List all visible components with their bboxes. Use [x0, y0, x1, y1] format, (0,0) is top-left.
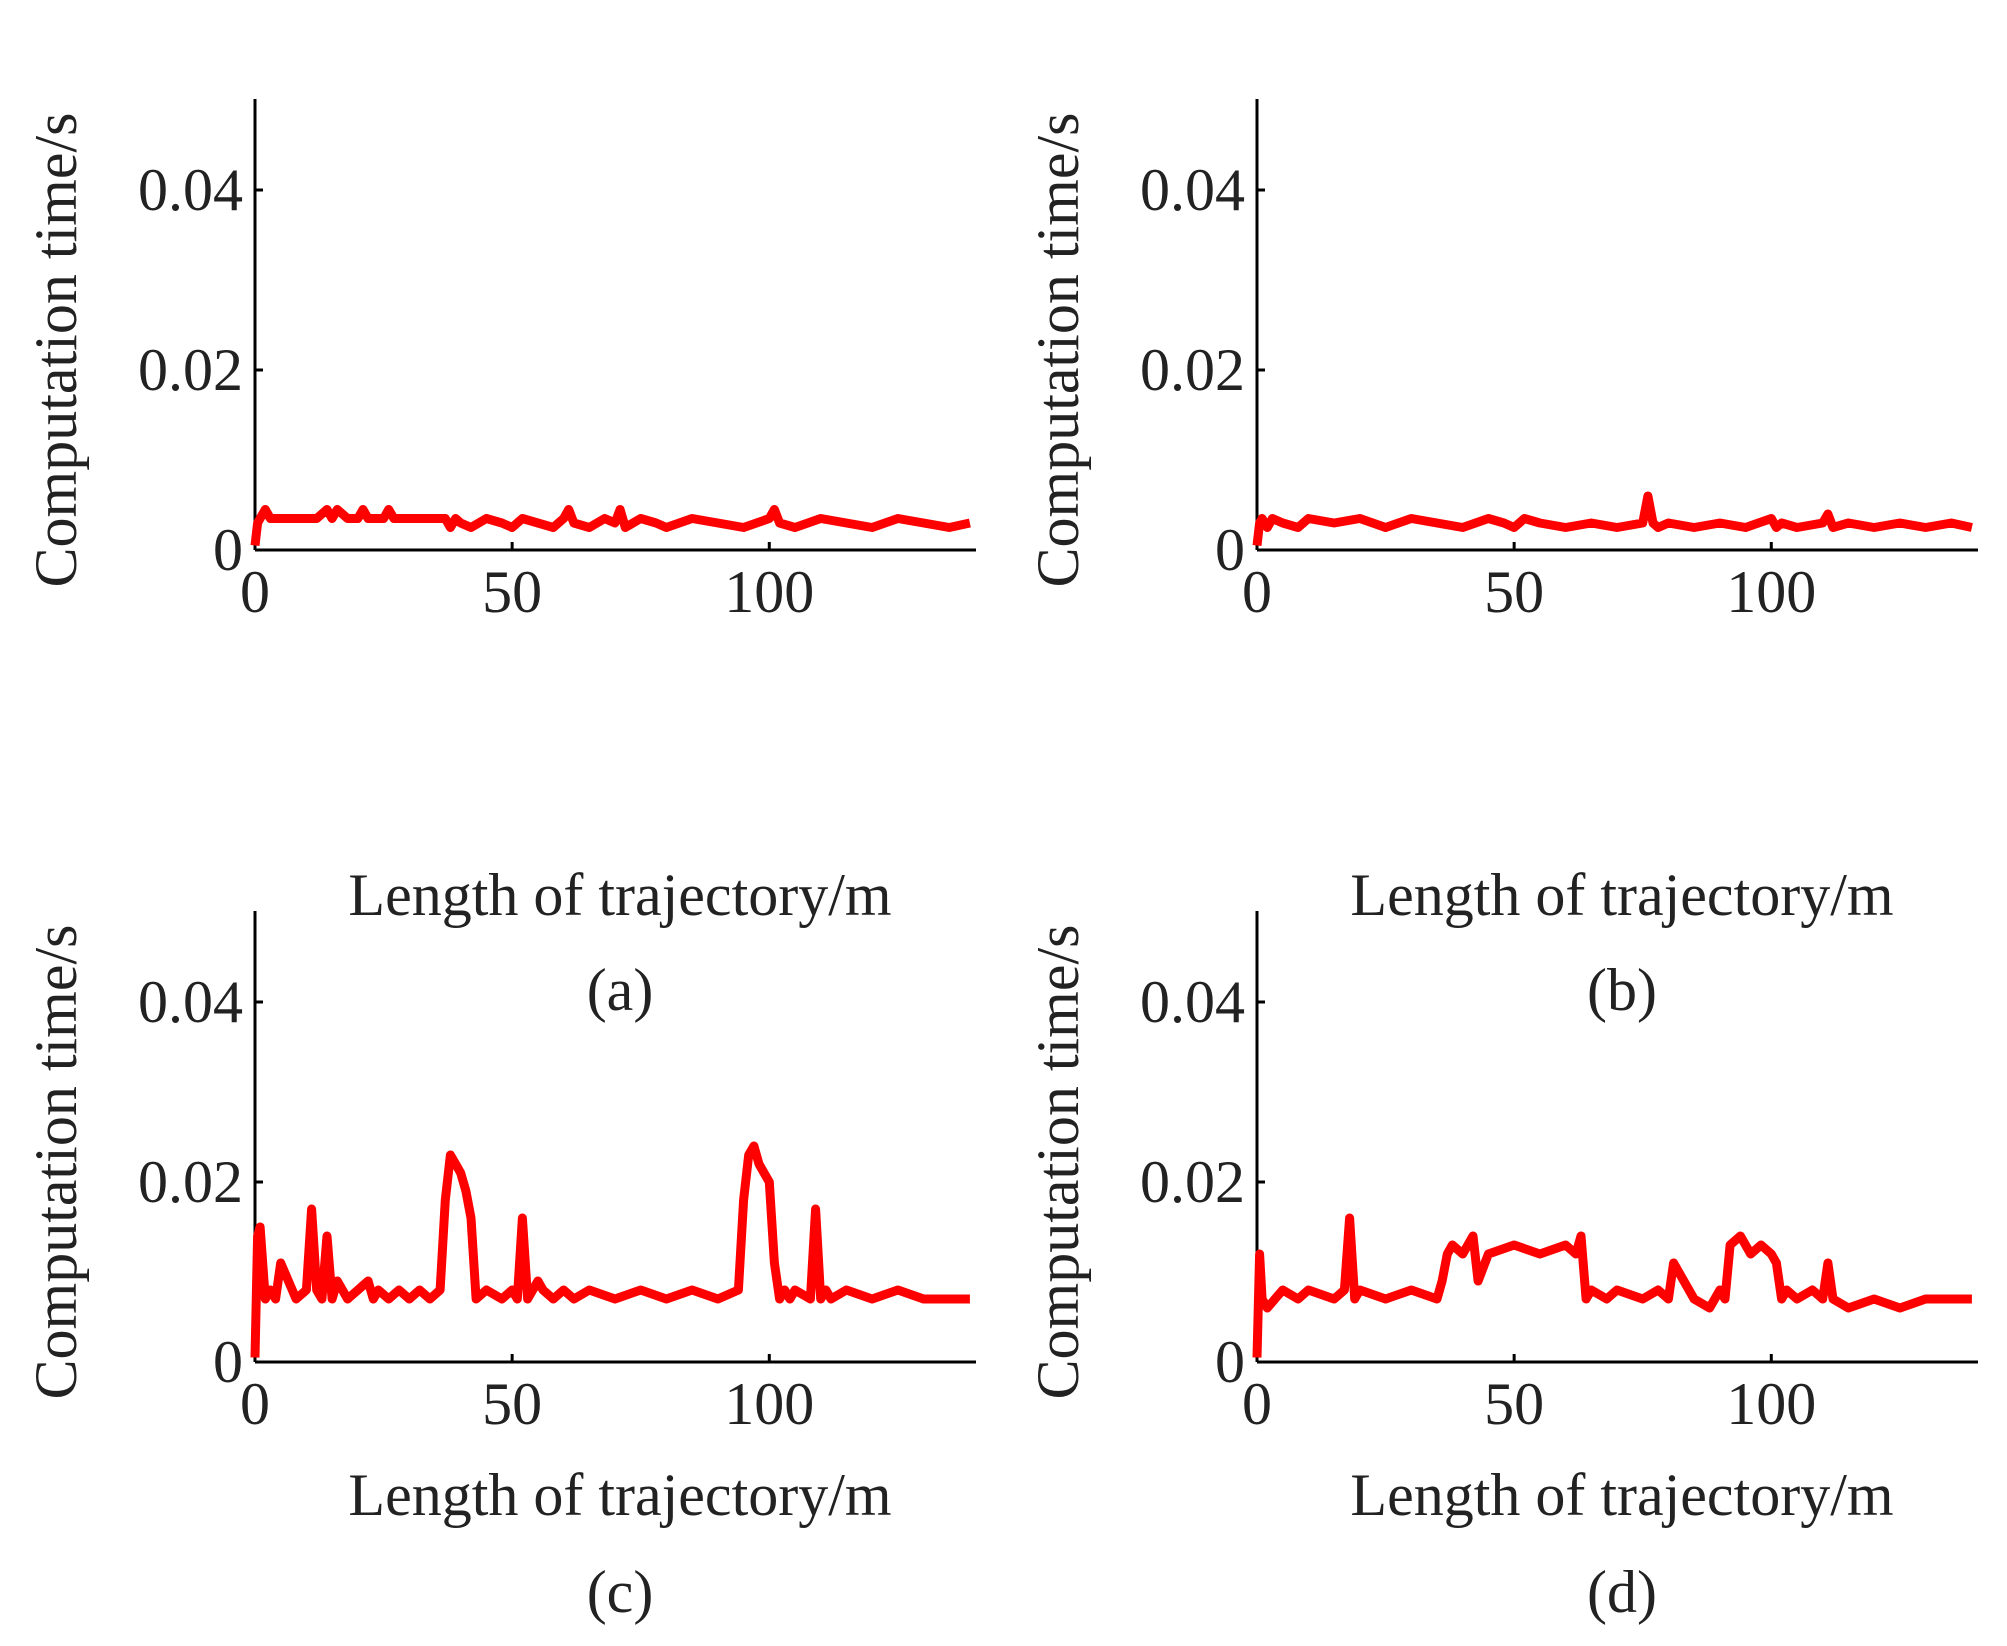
x-tick-label: 50 [1484, 1371, 1544, 1437]
y-tick-label: 0.02 [1140, 1149, 1245, 1215]
x-axis-label: Length of trajectory/m [348, 1462, 891, 1528]
y-axis-label: Computation time/s [1025, 113, 1091, 588]
y-axis-label: Computation time/s [23, 925, 89, 1400]
y-tick-label: 0.04 [1140, 157, 1245, 223]
chart-panel-b: 0 50 100 0 0.02 0.04 Length of trajectory/m Com… [1025, 99, 1978, 1023]
x-tick-label: 100 [1726, 1371, 1816, 1437]
x-axis-label: Length of trajectory/m [348, 862, 891, 928]
x-tick-label: 100 [724, 559, 814, 625]
y-tick-label: 0.02 [1140, 337, 1245, 403]
x-tick-label: 0 [1242, 1371, 1272, 1437]
panel-caption: (c) [587, 1559, 654, 1625]
x-tick-label: 100 [724, 1371, 814, 1437]
series-line-c-0 [250, 1141, 970, 1358]
series-line-b-0 [1252, 491, 1973, 547]
y-axis-label: Computation time/s [1025, 925, 1091, 1400]
x-axis-label: Length of trajectory/m [1350, 1462, 1893, 1528]
x-tick-label: 100 [1726, 559, 1816, 625]
x-tick-label: 50 [482, 1371, 542, 1437]
y-tick-label: 0 [213, 1329, 243, 1395]
chart-panel-d: 0 50 100 0 0.02 0.04 Length of trajectory/m Com… [1025, 911, 1978, 1625]
chart-panel-c: 0 50 100 0 0.02 0.04 Length of trajectory/m Com… [23, 911, 976, 1625]
y-tick-label: 0.02 [138, 337, 243, 403]
y-axis-label: Computation time/s [23, 113, 89, 588]
x-axis-label: Length of trajectory/m [1350, 862, 1893, 928]
y-tick-label: 0.04 [138, 969, 243, 1035]
y-tick-label: 0.04 [138, 157, 243, 223]
panel-caption: (a) [587, 957, 654, 1023]
series-line-a-0 [250, 505, 971, 547]
panel-caption: (d) [1587, 1559, 1657, 1625]
y-tick-label: 0.04 [1140, 969, 1245, 1035]
x-tick-label: 0 [240, 559, 270, 625]
y-tick-label: 0 [213, 517, 243, 583]
panel-caption: (b) [1587, 957, 1657, 1023]
series-line-d-0 [1252, 1213, 1972, 1358]
chart-panel-a: 0 50 100 0 0.02 0.04 Length of trajectory/m Com… [23, 99, 976, 1023]
y-tick-label: 0 [1215, 517, 1245, 583]
x-tick-label: 0 [1242, 559, 1272, 625]
y-tick-label: 0 [1215, 1329, 1245, 1395]
y-tick-label: 0.02 [138, 1149, 243, 1215]
x-tick-label: 0 [240, 1371, 270, 1437]
x-tick-label: 50 [1484, 559, 1544, 625]
x-tick-label: 50 [482, 559, 542, 625]
